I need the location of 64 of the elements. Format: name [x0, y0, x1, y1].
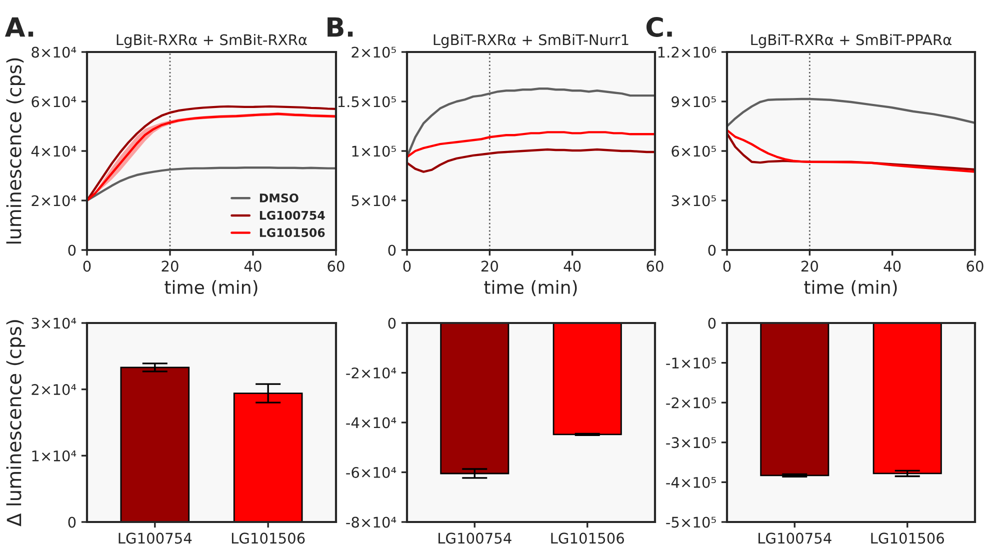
y-tick-label: -5×10⁵ [666, 516, 716, 528]
y-tick-label: 0 [708, 244, 716, 256]
y-tick-label: 1.5×10⁵ [338, 96, 396, 108]
x-tick-label: 40 [884, 260, 901, 272]
y-tick-label: 0 [388, 318, 396, 329]
legend-label: DMSO [260, 194, 298, 202]
x-tick-label: 40 [244, 260, 262, 272]
line-series [407, 131, 655, 158]
x-tick-label: 0 [723, 260, 731, 272]
x-tick-label: LG100754 [438, 532, 512, 544]
y-axis-title: Δ luminescence (cps) [6, 320, 26, 526]
y-tick-label: -2×10⁴ [346, 367, 396, 378]
x-tick-label: LG100754 [758, 532, 832, 544]
x-tick-label: LG101506 [232, 532, 305, 544]
text: C. [646, 17, 672, 37]
y-tick-label: 1.2×10⁶ [658, 46, 716, 58]
y-tick-label: -8×10⁴ [346, 516, 396, 528]
y-tick-label: 0 [68, 244, 76, 256]
y-tick-label: -2×10⁵ [666, 397, 716, 408]
y-tick-label: 6×10⁴ [32, 96, 76, 108]
x-tick-label: 60 [966, 260, 984, 272]
x-tick-label: 0 [403, 260, 411, 272]
y-tick-label: 4×10⁴ [31, 146, 76, 157]
x-tick-label: 60 [646, 260, 664, 272]
x-axis-title: time (min) [804, 280, 897, 296]
y-tick-label: 8×10⁴ [32, 46, 76, 58]
y-tick-label: -4×10⁴ [346, 417, 396, 428]
y-tick-label: 3×10⁴ [32, 318, 76, 329]
y-tick-label: 2×10⁴ [32, 195, 76, 206]
x-tick-label: LG101506 [871, 532, 944, 544]
y-tick-label: 1×10⁵ [352, 146, 396, 157]
legend-label: LG100754 [260, 210, 325, 220]
y-tick-label: -3×10⁵ [666, 437, 716, 448]
y-axis-title: luminescence (cps) [6, 58, 26, 244]
x-tick-label: LG100754 [118, 532, 192, 544]
y-tick-label: 0 [68, 516, 76, 528]
x-axis-title: time (min) [164, 280, 258, 296]
x-tick-label: 40 [564, 260, 581, 272]
line-series [407, 148, 655, 173]
x-tick-label: 60 [328, 260, 344, 272]
x-tick-label: 20 [162, 260, 178, 272]
y-tick-label: 0 [708, 318, 716, 329]
y-tick-label: 0 [388, 244, 396, 256]
chart-title: LgBiT-RXRα + SmBiT-PPARα [751, 34, 952, 48]
y-tick-label: 2×10⁴ [32, 384, 76, 396]
y-tick-label: -1×10⁵ [666, 358, 716, 369]
x-axis-title: time (min) [484, 280, 577, 296]
y-tick-label: 5×10⁴ [352, 195, 396, 206]
x-tick-label: LG101506 [551, 532, 624, 544]
y-tick-label: 6×10⁵ [672, 146, 716, 157]
y-tick-label: 3×10⁵ [672, 195, 716, 206]
legend-label: LG101506 [260, 228, 325, 238]
x-tick-label: 0 [83, 260, 91, 272]
y-tick-label: -4×10⁵ [666, 476, 716, 488]
y-tick-label: 9×10⁵ [672, 96, 716, 108]
chart-title: LgBiT-RXRα + SmBiT-Nurr1 [434, 34, 628, 48]
chart-title: LgBit-RXRα + SmBit-RXRα [116, 34, 307, 48]
text: A. [4, 17, 34, 37]
text: B. [328, 17, 353, 37]
y-tick-label: 1×10⁴ [32, 450, 76, 462]
y-tick-label: 2×10⁵ [352, 46, 396, 58]
x-tick-label: 20 [801, 260, 818, 272]
y-tick-label: -6×10⁴ [346, 466, 396, 478]
x-tick-label: 20 [481, 260, 498, 272]
